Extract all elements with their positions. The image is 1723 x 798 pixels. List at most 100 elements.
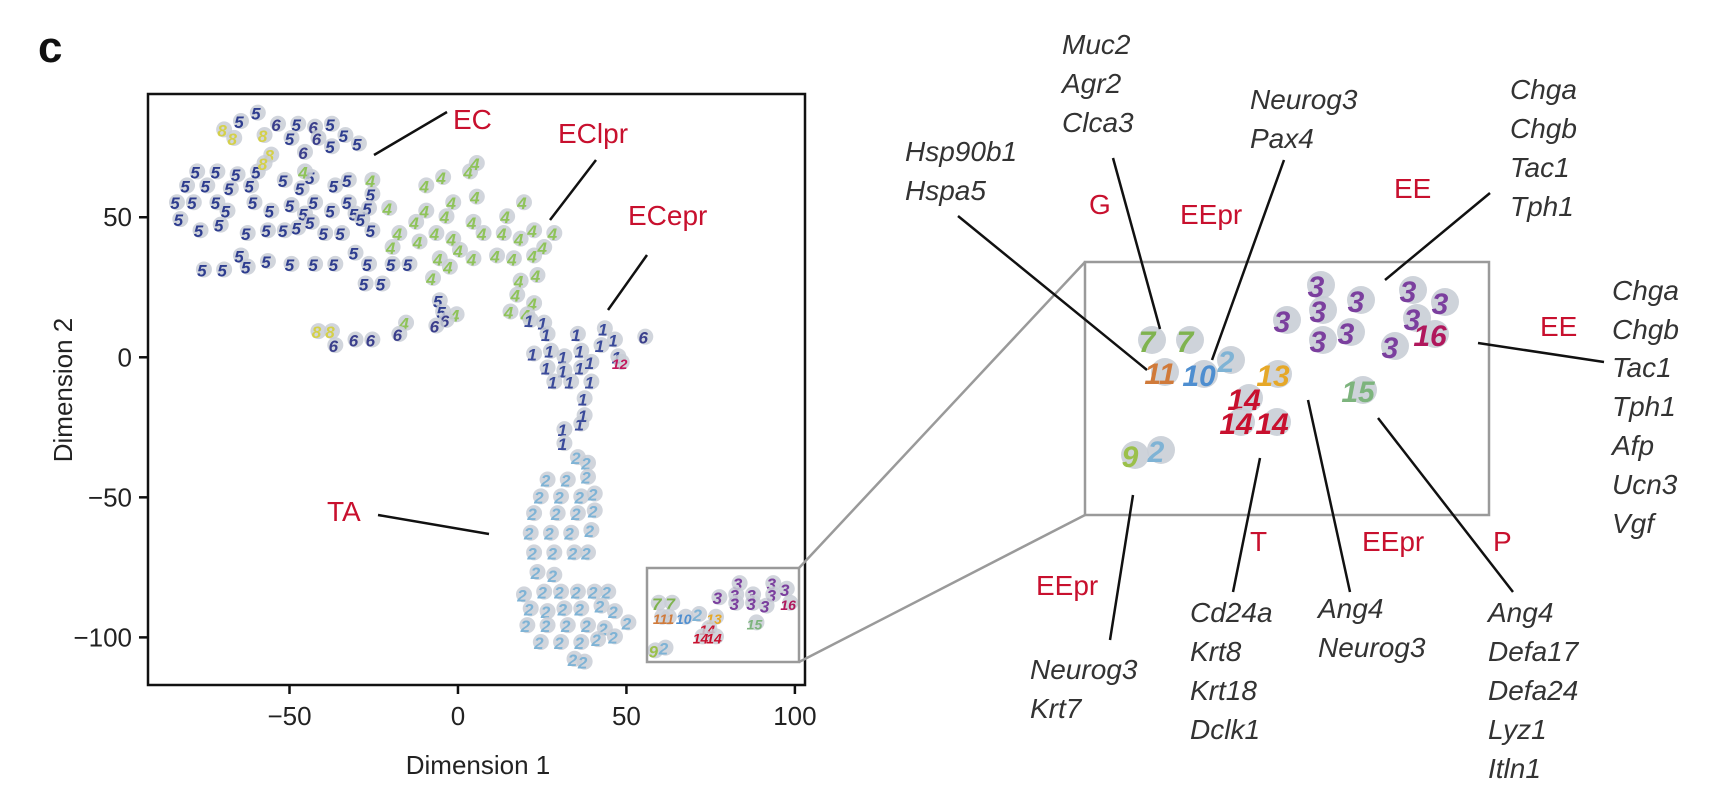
inset-point-cluster-7: 7 xyxy=(1176,326,1204,359)
point-cluster-5: 5 xyxy=(243,177,260,196)
inset-point-cluster-10: 10 xyxy=(1182,360,1218,393)
point-label: 5 xyxy=(241,225,251,244)
panel-letter: c xyxy=(38,23,62,72)
neurog-krt7-leader xyxy=(1108,494,1135,641)
point-halo xyxy=(745,594,762,611)
point-cluster-5: 5 xyxy=(239,225,256,244)
chga-right-leader xyxy=(1477,341,1605,364)
point-halo xyxy=(512,230,529,247)
point-cluster-1: 1 xyxy=(576,390,593,409)
point-cluster-2: 2 xyxy=(546,544,563,563)
point-label: 4 xyxy=(392,225,403,244)
inset-point-halo xyxy=(1147,436,1175,464)
point-cluster-5: 5 xyxy=(216,261,233,280)
inset-point-cluster-3: 3 xyxy=(1399,276,1427,309)
point-label: 5 xyxy=(325,116,335,135)
point-cluster-2: 2 xyxy=(536,583,553,603)
gene: Chga xyxy=(1510,74,1577,105)
point-label: 2 xyxy=(570,505,581,524)
point-label: 4 xyxy=(419,203,430,222)
point-cluster-2: 2 xyxy=(573,633,590,653)
point-label: 2 xyxy=(540,617,551,636)
point-cluster-8: 8 xyxy=(256,127,273,146)
gene: Muc2 xyxy=(1062,29,1131,60)
point-label: 5 xyxy=(265,203,275,222)
point-label: 1 xyxy=(527,345,536,364)
point-cluster-4: 4 xyxy=(475,225,492,244)
point-halo xyxy=(259,253,276,270)
point-cluster-2: 2 xyxy=(559,617,576,636)
point-cluster-8: 8 xyxy=(310,323,327,342)
point-cluster-4: 4 xyxy=(465,250,482,269)
point-cluster-5: 5 xyxy=(189,163,206,182)
point-label: 7 xyxy=(665,595,676,614)
gene-list-neurog-pax: Neurog3 Pax4 xyxy=(1250,84,1358,154)
point-label: 4 xyxy=(476,225,487,244)
point-label: 4 xyxy=(503,303,514,322)
point-halo xyxy=(418,177,435,194)
inset-point-cluster-3: 3 xyxy=(1309,326,1337,359)
zoom-connector-bottom xyxy=(798,513,1086,664)
point-cluster-5: 5 xyxy=(323,138,340,157)
point-cluster-3: 3 xyxy=(745,594,762,614)
gene: Defa17 xyxy=(1488,636,1580,667)
point-label: 2 xyxy=(570,449,581,468)
point-halo xyxy=(347,244,364,261)
point-cluster-1: 1 xyxy=(556,435,573,454)
point-halo xyxy=(354,211,371,228)
point-label: 2 xyxy=(570,584,581,603)
gene: Afp xyxy=(1610,430,1654,461)
point-cluster-4: 4 xyxy=(529,267,546,286)
point-cluster-2: 2 xyxy=(569,583,586,603)
point-label: 2 xyxy=(691,606,702,625)
point-cluster-5: 5 xyxy=(337,127,354,146)
point-halo xyxy=(327,337,344,354)
label-eepr-left: EEpr xyxy=(1036,570,1098,601)
point-cluster-1: 1 xyxy=(583,373,600,392)
point-cluster-5: 5 xyxy=(276,222,293,241)
inset-point-label: 11 xyxy=(1144,358,1175,391)
point-halo xyxy=(401,255,418,272)
inset-point-halo xyxy=(1227,408,1255,436)
point-cluster-5: 5 xyxy=(323,115,340,135)
point-cluster-6: 6 xyxy=(270,115,287,135)
point-cluster-5: 5 xyxy=(327,177,344,196)
point-label: 6 xyxy=(440,312,450,331)
point-cluster-2: 2 xyxy=(549,505,566,524)
point-label: 3 xyxy=(733,575,743,594)
point-halo xyxy=(391,325,408,342)
point-halo xyxy=(556,600,573,617)
gene: Tac1 xyxy=(1510,152,1570,183)
point-label: 2 xyxy=(574,634,585,653)
point-label: 4 xyxy=(466,250,477,269)
gene: Tph1 xyxy=(1612,391,1676,422)
point-halo xyxy=(556,421,573,438)
point-cluster-1: 1 xyxy=(556,421,573,440)
point-cluster-5: 5 xyxy=(172,211,189,230)
inset-point-cluster-13: 13 xyxy=(1256,360,1292,393)
ang4-defa-leader xyxy=(1377,417,1514,593)
point-cluster-3: 3 xyxy=(711,589,728,608)
inset-leader-lines xyxy=(957,157,1605,641)
point-halo xyxy=(580,617,596,634)
point-label: 2 xyxy=(526,544,537,563)
point-label: 8 xyxy=(258,155,268,174)
point-halo xyxy=(606,628,623,645)
point-halo xyxy=(529,267,546,284)
gene: Krt8 xyxy=(1190,636,1242,667)
point-cluster-2: 2 xyxy=(539,617,556,636)
point-label: 6 xyxy=(393,326,403,345)
point-label: 12 xyxy=(612,356,628,372)
point-label: 4 xyxy=(496,225,507,244)
chga-top-leader xyxy=(1384,192,1491,281)
point-cluster-4: 4 xyxy=(489,247,506,266)
point-label: 1 xyxy=(541,326,550,345)
point-cluster-5: 5 xyxy=(290,115,307,135)
point-halo xyxy=(222,180,239,197)
inset-point-label: 2 xyxy=(1147,436,1165,469)
point-label: 4 xyxy=(432,250,443,269)
point-cluster-4: 4 xyxy=(428,225,445,244)
label-g: G xyxy=(1089,189,1111,220)
point-label: 1 xyxy=(575,416,584,435)
